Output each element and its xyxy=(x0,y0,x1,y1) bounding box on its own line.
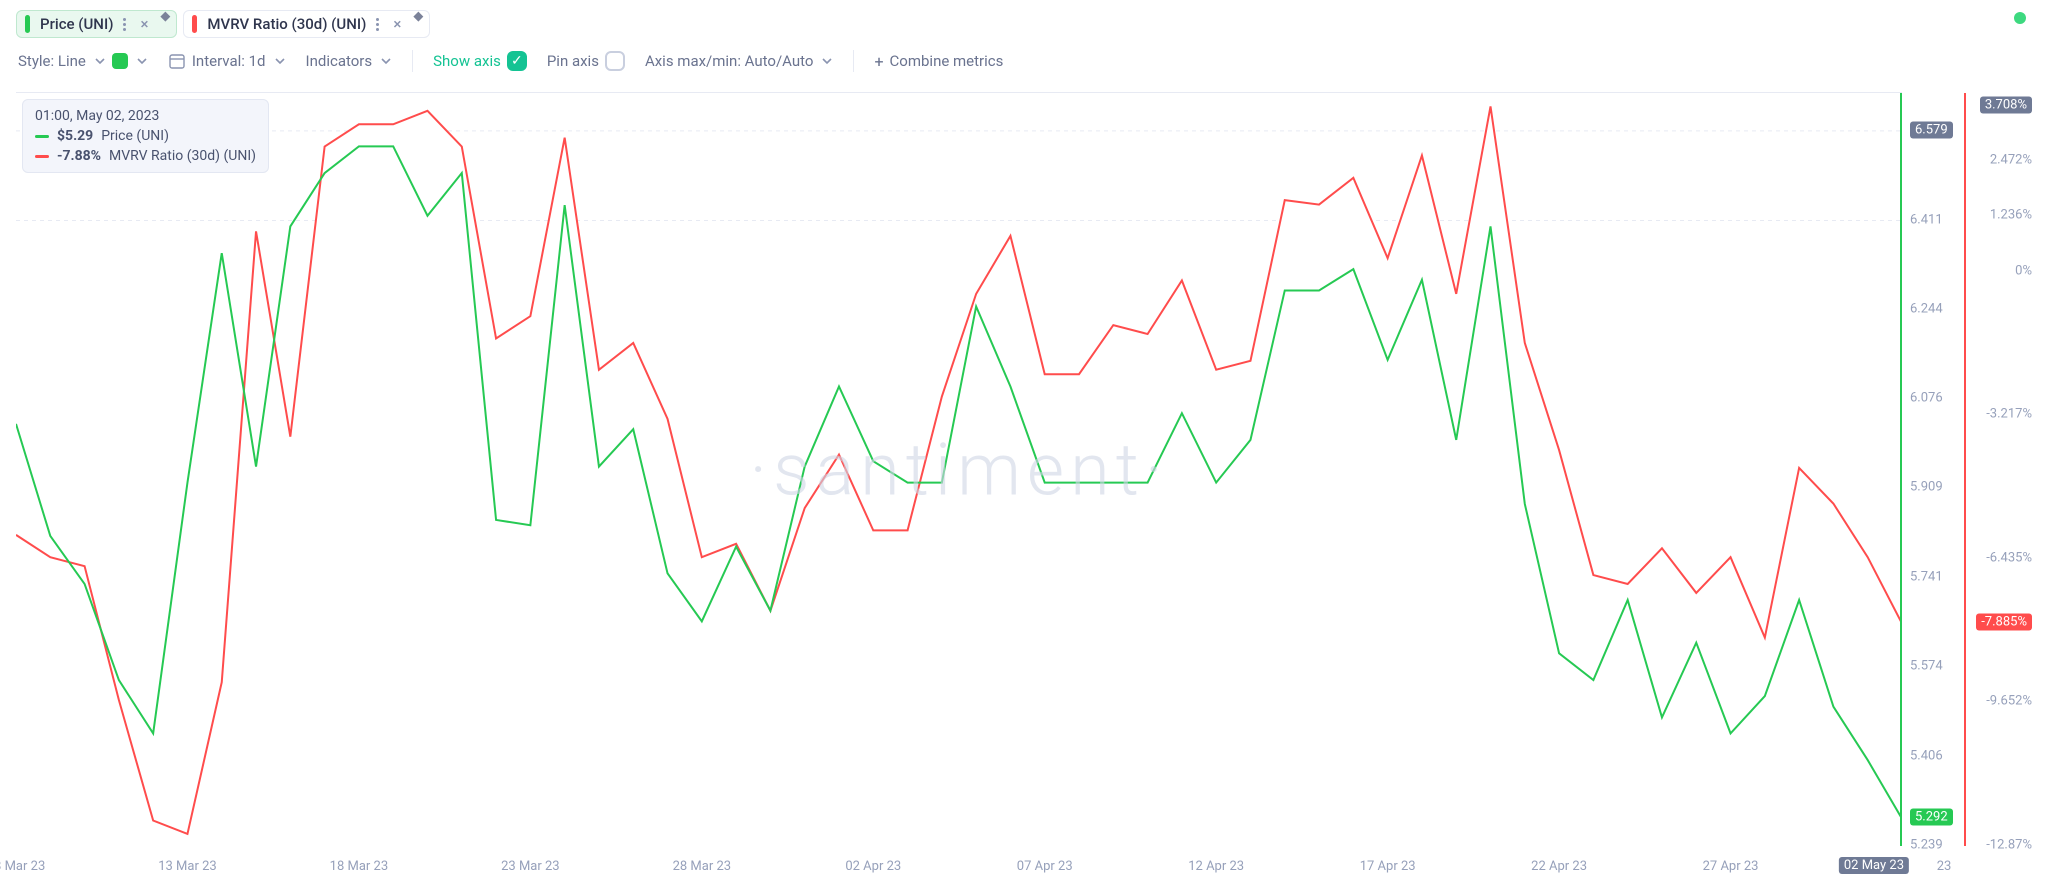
chevron-down-icon xyxy=(94,55,106,67)
price-y-axis: 6.579 6.411 6.244 6.076 5.909 5.741 5.574 5.406… xyxy=(1910,92,1970,846)
x-tick: 27 Apr 23 xyxy=(1703,859,1759,874)
y1-tick: 5.909 xyxy=(1910,480,1943,495)
y1-top_badge: 6.579 xyxy=(1910,121,1953,138)
y2-tick: -9.652% xyxy=(1986,694,2032,709)
x-tick: 23 xyxy=(1937,859,1952,874)
tooltip-value: -7.88% xyxy=(57,148,101,164)
y1-tick: 5.741 xyxy=(1910,570,1943,585)
x-tick: 12 Apr 23 xyxy=(1188,859,1244,874)
tooltip-label: Price (UNI) xyxy=(101,128,169,144)
combine-metrics-button[interactable]: + Combine metrics xyxy=(874,52,1003,71)
y2-top_badge: 3.708% xyxy=(1980,97,2032,114)
style-label: Style: Line xyxy=(18,52,86,70)
plus-icon: + xyxy=(874,52,883,71)
y2-tick: 0% xyxy=(2015,263,2032,278)
close-icon[interactable]: × xyxy=(136,15,152,33)
metric-pill-mvrv[interactable]: MVRV Ratio (30d) (UNI) × ◆ xyxy=(183,10,430,38)
x-tick: 18 Mar 23 xyxy=(330,859,389,874)
pin-axis-label: Pin axis xyxy=(547,52,599,70)
date-x-axis: 08 Mar 2313 Mar 2318 Mar 2323 Mar 2328 M… xyxy=(16,850,1902,874)
combine-label: Combine metrics xyxy=(890,52,1004,70)
chart-container: ·santiment· 01:00, May 02, 2023 $5.29 Pr… xyxy=(16,92,2032,874)
x-tick: 08 Mar 23 xyxy=(0,859,45,874)
y1-axis-line xyxy=(1900,93,1902,846)
pill-label: MVRV Ratio (30d) (UNI) xyxy=(207,15,366,33)
tooltip-timestamp: 01:00, May 02, 2023 xyxy=(35,108,256,124)
x-tick: 07 Apr 23 xyxy=(1017,859,1073,874)
mvrv-y-axis: 3.708% 2.472% 1.236% 0% -3.217% -6.435% -7.885… xyxy=(1962,92,2032,846)
calendar-icon xyxy=(168,52,186,70)
chevron-down-icon xyxy=(274,55,286,67)
axis-minmax-selector[interactable]: Axis max/min: Auto/Auto xyxy=(645,52,834,70)
indicators-label: Indicators xyxy=(306,52,373,70)
y2-tick: -3.217% xyxy=(1986,407,2032,422)
tooltip-value: $5.29 xyxy=(57,128,93,144)
y1-tick: 6.244 xyxy=(1910,301,1943,316)
pill-menu-icon[interactable] xyxy=(121,18,128,31)
checkbox-checked-icon: ✓ xyxy=(507,51,527,71)
eth-icon: ◆ xyxy=(413,9,423,24)
x-tick: 23 Mar 23 xyxy=(501,859,560,874)
chevron-down-icon xyxy=(380,55,392,67)
y1-tick: 5.239 xyxy=(1910,838,1943,853)
y1-tick: 5.406 xyxy=(1910,748,1943,763)
checkbox-unchecked-icon xyxy=(605,51,625,71)
tooltip-label: MVRV Ratio (30d) (UNI) xyxy=(109,148,256,164)
y1-badge: 5.292 xyxy=(1910,808,1953,825)
x-tick: 13 Mar 23 xyxy=(158,859,217,874)
tooltip-row: -7.88% MVRV Ratio (30d) (UNI) xyxy=(35,148,256,164)
chevron-down-icon xyxy=(821,55,833,67)
y2-tick: -6.435% xyxy=(1986,550,2032,565)
chart-toolbar: Style: Line Interval: 1d Indicators Show… xyxy=(0,44,2048,82)
y1-tick: 6.076 xyxy=(1910,391,1943,406)
pill-bar xyxy=(192,15,197,33)
x-tick: 22 Apr 23 xyxy=(1531,859,1587,874)
divider xyxy=(412,50,413,72)
metric-pills-row: Price (UNI) × ◆ MVRV Ratio (30d) (UNI) ×… xyxy=(0,0,2048,44)
chevron-down-icon xyxy=(136,55,148,67)
chart-plot-area[interactable]: ·santiment· 01:00, May 02, 2023 $5.29 Pr… xyxy=(16,92,1902,846)
indicators-selector[interactable]: Indicators xyxy=(306,52,393,70)
interval-label: Interval: 1d xyxy=(192,52,266,70)
show-axis-label: Show axis xyxy=(433,52,501,70)
style-selector[interactable]: Style: Line xyxy=(18,52,148,70)
pill-menu-icon[interactable] xyxy=(374,18,381,31)
close-icon[interactable]: × xyxy=(389,15,405,33)
x-tick: 28 Mar 23 xyxy=(673,859,732,874)
pin-axis-toggle[interactable]: Pin axis xyxy=(547,51,625,71)
interval-selector[interactable]: Interval: 1d xyxy=(168,52,286,70)
pill-label: Price (UNI) xyxy=(40,15,113,33)
x-tick: 02 Apr 23 xyxy=(845,859,901,874)
series-color-dash xyxy=(35,155,49,158)
y2-tick: 2.472% xyxy=(1990,153,2032,168)
eth-icon: ◆ xyxy=(160,9,170,24)
style-color-swatch[interactable] xyxy=(112,53,128,69)
chart-svg xyxy=(16,93,1902,846)
y2-tick: -12.87% xyxy=(1986,838,2032,853)
metric-pill-price[interactable]: Price (UNI) × ◆ xyxy=(16,10,177,38)
hover-tooltip: 01:00, May 02, 2023 $5.29 Price (UNI) -7… xyxy=(22,99,269,173)
x-tick: 17 Apr 23 xyxy=(1360,859,1416,874)
pill-bar xyxy=(25,15,30,33)
y2-tick: 1.236% xyxy=(1990,208,2032,223)
y1-tick: 6.411 xyxy=(1910,212,1943,227)
axis-minmax-label: Axis max/min: Auto/Auto xyxy=(645,52,814,70)
show-axis-toggle[interactable]: Show axis ✓ xyxy=(433,51,527,71)
series-color-dash xyxy=(35,135,49,138)
connection-status-icon xyxy=(2014,12,2026,24)
divider xyxy=(853,50,854,72)
tooltip-row: $5.29 Price (UNI) xyxy=(35,128,256,144)
x-current-badge: 02 May 23 xyxy=(1839,857,1909,874)
y1-tick: 5.574 xyxy=(1910,659,1943,674)
y2-badge: -7.885% xyxy=(1976,614,2032,631)
